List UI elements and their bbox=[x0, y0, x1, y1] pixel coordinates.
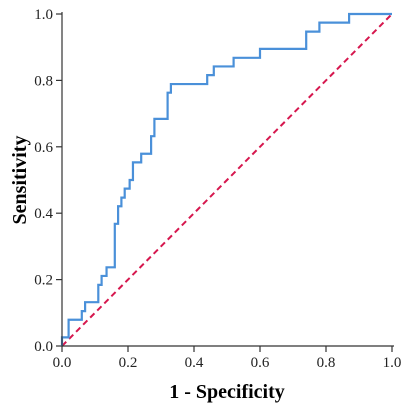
axis-ticks: 0.0 0.2 0.4 0.6 0.8 1.0 0.0 0.2 0.4 0.6 0.8 1.0 bbox=[34, 7, 401, 371]
reference-diagonal-line bbox=[61, 13, 393, 347]
x-tick-label: 0.6 bbox=[251, 355, 270, 371]
y-tick-label: 0.4 bbox=[34, 206, 53, 222]
series-lines bbox=[60, 12, 393, 347]
y-tick-label: 1.0 bbox=[34, 7, 53, 23]
x-tick-label: 0.4 bbox=[185, 355, 204, 371]
x-tick-label: 0.2 bbox=[119, 355, 138, 371]
y-axis-title: Sensitivity bbox=[9, 136, 31, 225]
y-tick-label: 0.6 bbox=[34, 140, 53, 156]
x-tick-label: 1.0 bbox=[383, 355, 402, 371]
y-tick-label: 0.0 bbox=[34, 339, 53, 355]
y-tick-label: 0.2 bbox=[34, 273, 53, 289]
y-tick-label: 0.8 bbox=[34, 73, 53, 89]
x-axis-title: 1 - Specificity bbox=[169, 381, 285, 403]
x-tick-label: 0.0 bbox=[53, 355, 72, 371]
axes bbox=[61, 12, 394, 347]
roc-curve-line bbox=[60, 12, 392, 346]
x-tick-label: 0.8 bbox=[317, 355, 336, 371]
